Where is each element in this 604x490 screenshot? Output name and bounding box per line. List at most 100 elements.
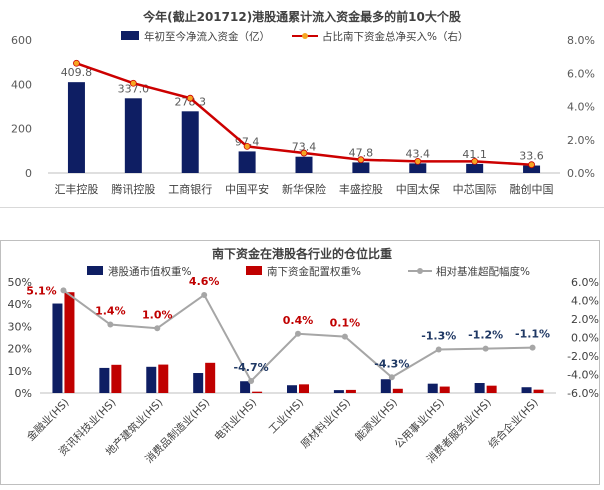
line-point	[388, 374, 395, 381]
bar-allocation-weight	[392, 388, 403, 393]
bar-allocation-weight	[486, 385, 497, 393]
line-point	[357, 156, 365, 164]
line-point	[243, 142, 251, 150]
line-data-label: 4.6%	[189, 275, 220, 288]
line-point	[482, 345, 489, 352]
y-right-tick-label: 4.0%	[571, 295, 599, 308]
legend-marker-line	[417, 268, 423, 274]
bar-data-label: 33.6	[519, 150, 544, 163]
bar	[352, 162, 370, 173]
x-tick-label: 工商银行	[168, 182, 212, 196]
y-right-tick-label: -6.0%	[567, 387, 599, 400]
line-point	[107, 321, 114, 328]
x-tick-label: 中国平安	[225, 182, 269, 196]
chart-panel-bottom: 南下资金在港股各行业的仓位比重 50% 40% 30% 20% 10% 0% 6.0% 4.0%…	[0, 240, 604, 490]
chart-frame	[0, 240, 600, 485]
bar-data-label: 97.4	[235, 135, 260, 148]
bar-allocation-weight	[252, 391, 263, 393]
y-right-tick-label: 2.0%	[571, 313, 599, 326]
line-data-label: -4.7%	[234, 361, 269, 374]
bar-allocation-weight	[439, 386, 450, 393]
line-point	[73, 59, 80, 67]
y-right-tick-label: 0.0%	[571, 332, 599, 345]
y-right-tick-label: 6.0%	[571, 276, 599, 289]
chart-bottom-svg: 南下资金在港股各行业的仓位比重 50% 40% 30% 20% 10% 0% 6.0% 4.0%…	[8, 246, 599, 466]
bar	[409, 163, 427, 173]
line-point	[295, 330, 301, 337]
x-tick-label: 金融业(HS)	[24, 396, 72, 444]
line-point	[471, 157, 479, 165]
y-right-tick-label: 6.0%	[567, 67, 595, 80]
y-left-tick-label: 600	[11, 34, 32, 47]
y-right-tick-label: 8.0%	[567, 34, 595, 47]
bar-market-weight	[146, 366, 157, 393]
bar-market-weight	[521, 387, 532, 393]
line-point	[414, 157, 422, 165]
x-tick-label: 汇丰控股	[54, 182, 98, 196]
y-left-tick-label: 50%	[8, 276, 32, 289]
legend-label-s1: 港股通市值权重%	[108, 265, 191, 278]
chart-panel-top: 今年(截止201712)港股通累计流入资金最多的前10大个股 600 400 200 0…	[0, 0, 604, 215]
bar-allocation-weight	[64, 292, 75, 393]
bar-market-weight	[287, 385, 297, 393]
legend-swatch-s2	[246, 266, 262, 275]
line-point	[129, 79, 137, 87]
line-data-label: -1.1%	[515, 328, 550, 341]
legend-label-line: 占比南下资金总净买入%（右）	[322, 30, 468, 43]
line-data-label: 0.4%	[283, 314, 314, 327]
x-tick-label: 原材料业(HS)	[298, 396, 353, 451]
bar	[466, 163, 484, 173]
bar	[181, 111, 199, 173]
legend-label-line: 相对基准超配幅度%	[436, 265, 530, 278]
y-left-tick-label: 0	[25, 167, 32, 180]
bar-market-weight	[380, 379, 391, 393]
bar-allocation-weight	[205, 362, 216, 393]
legend-marker-line	[302, 33, 308, 39]
line-point	[341, 333, 348, 340]
line-data-label: -1.2%	[468, 329, 503, 342]
bar	[238, 151, 256, 173]
line-point	[186, 94, 194, 102]
line-data-label: -1.3%	[421, 330, 456, 343]
line-point	[435, 346, 442, 353]
x-tick-label: 中芯国际	[453, 182, 497, 196]
bar-allocation-weight	[158, 364, 169, 393]
y-right-tick-label: 0.0%	[567, 167, 595, 180]
bar	[523, 165, 541, 173]
line-data-label: 5.1%	[26, 284, 57, 297]
bar-allocation-weight	[533, 389, 544, 393]
line-point	[300, 149, 308, 157]
x-tick-label: 融创中国	[510, 183, 554, 196]
line-point	[529, 344, 536, 351]
line-data-label: -4.3%	[374, 357, 409, 370]
x-tick-label: 工业(HS)	[267, 397, 306, 436]
y-right-tick-label: -2.0%	[567, 350, 599, 363]
bar-data-label: 41.1	[462, 148, 487, 161]
y-right-tick-label: 2.0%	[567, 134, 595, 147]
line-data-label: 1.4%	[95, 305, 126, 318]
x-tick-label: 综合企业(HS)	[486, 396, 541, 451]
line-data-label: 1.0%	[142, 308, 173, 321]
divider	[0, 207, 604, 208]
bar-market-weight	[240, 381, 251, 393]
y-left-tick-label: 30%	[8, 320, 32, 333]
line-point	[60, 287, 67, 294]
bar-data-label: 73.4	[292, 141, 317, 154]
y-left-tick-label: 0%	[15, 387, 32, 400]
line-data-label: 0.1%	[330, 317, 361, 330]
bar-market-weight	[333, 390, 344, 393]
y-left-tick-label: 10%	[8, 365, 32, 378]
bar-allocation-weight	[299, 384, 309, 393]
y-right-tick-label: -4.0%	[567, 369, 599, 382]
bar	[67, 82, 85, 173]
legend-label-s2: 南下资金配置权重%	[267, 265, 361, 278]
chart-top-svg: 今年(截止201712)港股通累计流入资金最多的前10大个股 600 400 200 0…	[11, 9, 595, 196]
x-tick-label: 中国太保	[396, 182, 440, 196]
legend-swatch-bar	[121, 31, 139, 40]
y-left-tick-label: 200	[11, 123, 32, 136]
x-tick-label: 电讯业(HS)	[212, 396, 260, 444]
chart-title: 南下资金在港股各行业的仓位比重	[212, 246, 392, 261]
bar-market-weight	[99, 367, 110, 393]
y-right-tick-label: 4.0%	[567, 101, 595, 114]
legend-label-bar: 年初至今净流入资金（亿）	[144, 30, 270, 43]
